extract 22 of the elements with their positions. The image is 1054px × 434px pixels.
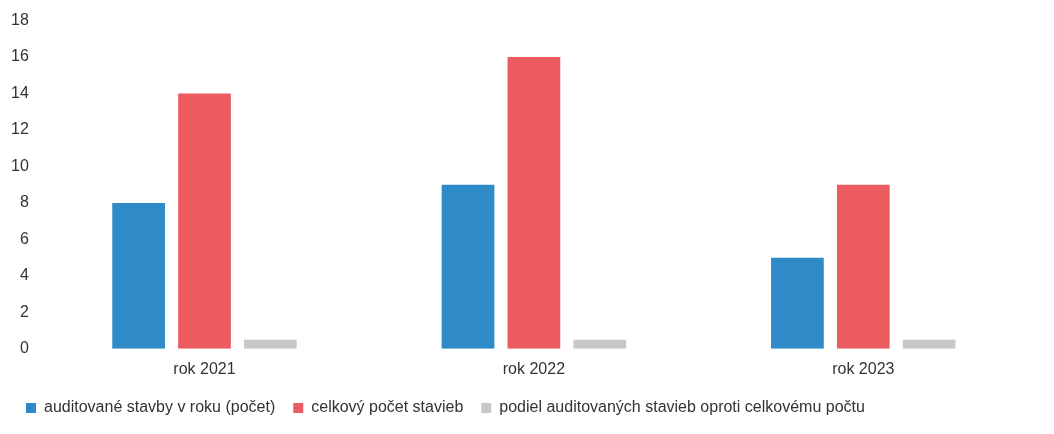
y-tick-label: 2 bbox=[19, 302, 29, 320]
bar bbox=[507, 57, 561, 349]
x-tick-label: rok 2021 bbox=[173, 359, 236, 377]
y-tick-label: 16 bbox=[11, 47, 29, 65]
bar bbox=[441, 184, 495, 349]
x-tick-label: rok 2022 bbox=[502, 359, 566, 377]
legend-label: auditované stavby v roku (počet) bbox=[44, 398, 276, 416]
bar bbox=[836, 184, 890, 349]
legend-label: celkový počet stavieb bbox=[311, 398, 464, 416]
x-tick-label: rok 2023 bbox=[832, 359, 895, 377]
bar bbox=[771, 257, 824, 349]
y-tick-label: 8 bbox=[19, 193, 29, 211]
y-tick-label: 18 bbox=[11, 11, 29, 29]
y-tick-label: 4 bbox=[19, 266, 29, 284]
y-tick-label: 12 bbox=[11, 120, 29, 138]
y-tick-label: 0 bbox=[19, 339, 29, 357]
y-tick-label: 10 bbox=[11, 156, 29, 174]
y-tick-label: 14 bbox=[11, 83, 29, 101]
legend-label: podiel auditovaných stavieb oproti celkovému počtu bbox=[499, 398, 865, 416]
y-tick-label: 6 bbox=[19, 229, 29, 247]
bar bbox=[178, 93, 231, 349]
bar bbox=[112, 202, 165, 349]
